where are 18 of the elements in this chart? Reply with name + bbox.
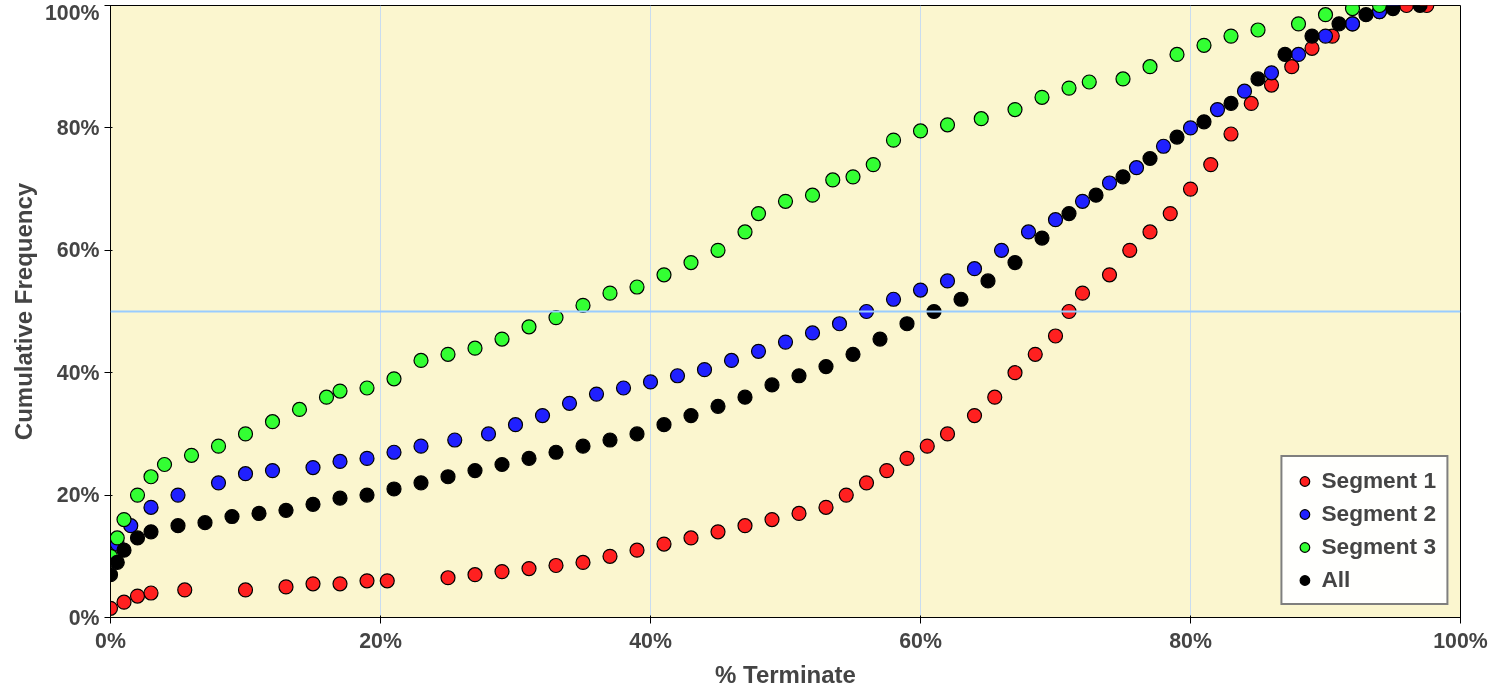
x-tick-label: 80%: [1169, 628, 1212, 653]
legend-label: Segment 3: [1321, 533, 1436, 560]
y-tick-label: 40%: [56, 360, 100, 385]
x-axis-title: % Terminate: [715, 660, 856, 688]
y-axis-title: Cumulative Frequency: [9, 182, 37, 441]
y-tick-label: 80%: [56, 115, 100, 140]
x-tick-label: 0%: [95, 628, 126, 653]
legend-label: Segment 2: [1321, 500, 1436, 527]
y-tick-label: 60%: [56, 238, 100, 263]
y-tick-label: 100%: [44, 0, 100, 25]
x-tick-label: 100%: [1433, 628, 1488, 653]
x-tick-label: 60%: [899, 628, 942, 653]
y-tick-label: 0%: [68, 605, 100, 630]
y-tick-label: 20%: [56, 483, 100, 508]
legend-label: Segment 1: [1321, 467, 1436, 494]
x-tick-label: 20%: [359, 628, 402, 653]
legend-label: All: [1321, 566, 1351, 593]
x-tick-label: 40%: [629, 628, 672, 653]
